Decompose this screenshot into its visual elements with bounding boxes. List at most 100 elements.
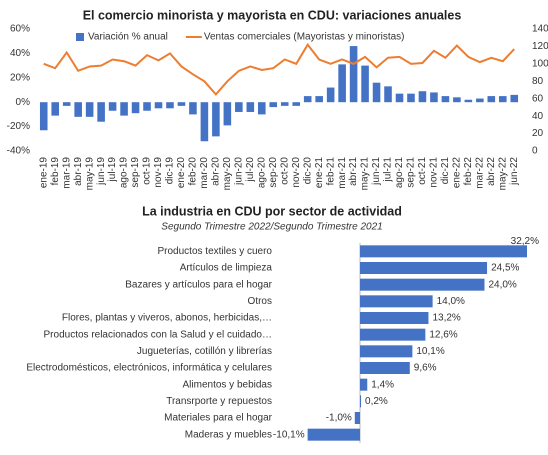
bar xyxy=(418,91,427,103)
y-tick-label: -40% xyxy=(7,146,30,157)
bar xyxy=(349,46,358,103)
x-tick-label: jul-21 xyxy=(383,157,394,183)
line xyxy=(43,42,515,96)
category-label: Productos textiles y cuero xyxy=(158,246,273,257)
x-tick-label: feb-20 xyxy=(188,157,199,186)
bar xyxy=(360,278,485,291)
x-tick-label: may-19 xyxy=(84,157,95,191)
bar xyxy=(74,102,82,117)
category-label: Jugueterías, cotillón y librerías xyxy=(137,346,272,357)
category-label: Transrporte y repuestos xyxy=(166,396,272,407)
bar xyxy=(166,102,174,109)
x-tick-label: oct-20 xyxy=(279,157,290,185)
category-label: Otros xyxy=(248,296,272,307)
x-tick-label: ene-21 xyxy=(314,157,325,189)
bar xyxy=(354,412,360,424)
bar xyxy=(108,102,117,111)
y2-tick-label: 100 xyxy=(532,58,548,69)
x-tick-label: mar-21 xyxy=(337,157,348,189)
bar xyxy=(372,82,381,103)
x-tick-label: dic-21 xyxy=(440,157,451,185)
x-tick-label: oct-21 xyxy=(417,157,428,185)
chart-subtitle: Segundo Trimestre 2022/Segundo Trimestre… xyxy=(161,222,382,233)
y2-tick-label: 40 xyxy=(532,111,544,122)
x-tick-label: ene-22 xyxy=(452,157,463,189)
x-tick-label: sep-19 xyxy=(130,157,141,188)
x-tick-label: ene-20 xyxy=(176,157,187,189)
bar xyxy=(360,378,368,391)
bar xyxy=(510,94,519,103)
x-tick-label: abr-19 xyxy=(73,157,84,186)
value-label: 12,6% xyxy=(429,329,457,340)
bar xyxy=(307,428,360,441)
bar xyxy=(212,102,220,137)
y2-tick-label: 60 xyxy=(532,93,544,104)
value-label: 1,4% xyxy=(371,379,394,390)
bar xyxy=(97,102,105,122)
bar xyxy=(235,102,243,112)
bar xyxy=(223,102,232,126)
bar xyxy=(360,345,413,358)
value-label: -1,0% xyxy=(326,413,352,424)
bar xyxy=(498,96,507,103)
x-tick-label: mar-19 xyxy=(61,157,72,189)
bar xyxy=(361,65,369,103)
category-label: Flores, plantas y viveros, abonos, herbi… xyxy=(62,313,272,324)
bar xyxy=(464,99,473,103)
x-tick-label: ago-21 xyxy=(394,157,405,189)
category-label: Electrodomésticos, electrónicos, informá… xyxy=(26,363,272,374)
chart-title: La industria en CDU por sector de activi… xyxy=(142,204,402,218)
bar xyxy=(326,87,335,103)
y-tick-label: 0% xyxy=(16,97,31,108)
bar xyxy=(292,102,301,106)
category-label: Maderas y muebles xyxy=(185,429,272,440)
x-tick-label: mar-22 xyxy=(474,157,485,189)
value-label: 13,2% xyxy=(432,313,460,324)
x-tick-label: may-21 xyxy=(360,157,371,191)
category-label: Productos relacionados con la Salud y el… xyxy=(44,329,272,340)
bar xyxy=(487,96,496,103)
y2-tick-label: 120 xyxy=(532,41,548,52)
value-label: 0,2% xyxy=(365,396,388,407)
bar xyxy=(430,92,438,103)
x-tick-label: jun-21 xyxy=(371,157,382,186)
x-tick-label: sep-21 xyxy=(406,157,417,188)
bar xyxy=(360,262,488,274)
bar xyxy=(200,102,209,142)
bar xyxy=(360,362,410,374)
bar xyxy=(360,328,426,341)
x-tick-label: nov-19 xyxy=(153,157,164,188)
bar xyxy=(51,102,60,116)
x-tick-label: oct-19 xyxy=(142,157,153,185)
y2-tick-label: 80 xyxy=(532,76,544,87)
legend-swatch xyxy=(76,33,84,41)
y-tick-label: 40% xyxy=(10,48,30,59)
chart-title: El comercio minorista y mayorista en CDU… xyxy=(83,8,462,22)
x-tick-label: ene-19 xyxy=(38,157,49,189)
bar xyxy=(395,93,404,103)
y-tick-label: 60% xyxy=(10,24,30,35)
x-tick-label: nov-21 xyxy=(429,157,440,188)
x-tick-label: abr-22 xyxy=(486,157,497,186)
bar xyxy=(338,64,346,103)
bar xyxy=(280,102,289,106)
bar xyxy=(453,97,461,103)
bar xyxy=(257,102,266,115)
y2-tick-label: 140 xyxy=(532,24,548,35)
x-tick-label: dic-20 xyxy=(302,157,313,185)
y-tick-label: 20% xyxy=(10,72,30,83)
bar xyxy=(131,102,140,114)
y2-tick-label: 20 xyxy=(532,128,544,139)
x-tick-label: abr-21 xyxy=(348,157,359,186)
category-label: Artículos de limpieza xyxy=(180,263,273,274)
bar xyxy=(189,102,197,115)
bar xyxy=(360,295,433,308)
x-tick-label: nov-20 xyxy=(291,157,302,188)
x-tick-label: feb-19 xyxy=(50,157,61,186)
category-label: Alimentos y bebidas xyxy=(183,379,273,390)
x-tick-label: may-22 xyxy=(497,157,508,191)
x-tick-label: jul-19 xyxy=(107,157,118,183)
bar xyxy=(360,245,527,258)
x-tick-label: jun-20 xyxy=(233,157,244,186)
